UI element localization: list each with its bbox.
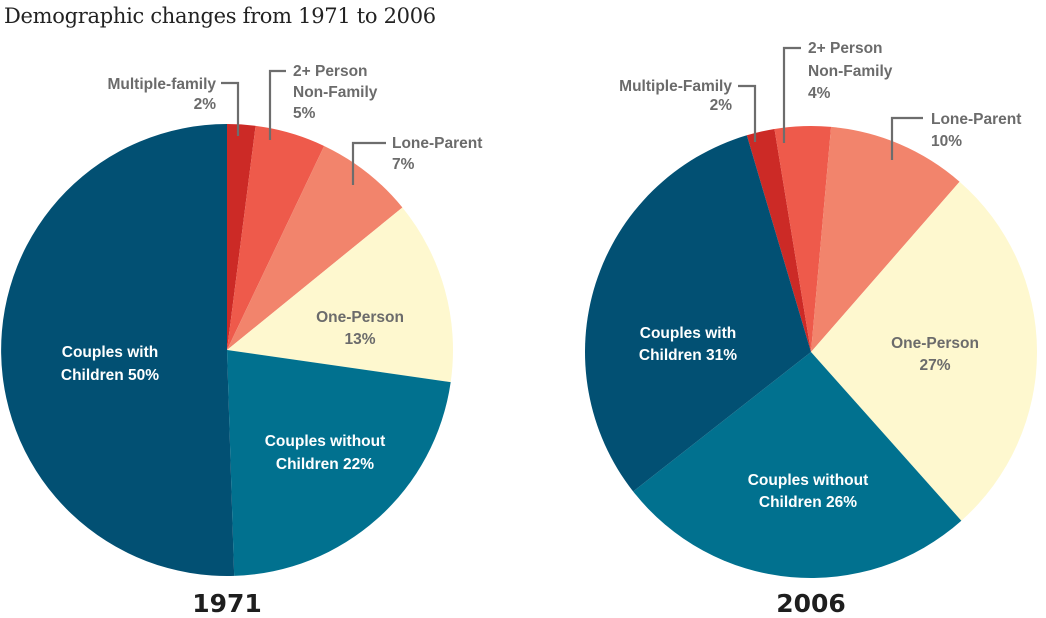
data-label-two-person: 2+ Person (808, 40, 883, 57)
data-label-two-person: 5% (293, 105, 316, 122)
pie-slice-couples-without (633, 352, 962, 579)
chart-title: Demographic changes from 1971 to 2006 (4, 4, 436, 28)
data-label-lone-parent: 10% (931, 133, 962, 150)
data-label-two-person: 2+ Person (293, 63, 368, 80)
data-label-lone-parent: 7% (392, 156, 415, 173)
pie-year-label: 2006 (776, 589, 846, 618)
data-label-two-person: Non-Family (293, 84, 378, 101)
pie-2006: Multiple-Family 2% 2+ Person Non-Family 4% Lo… (584, 40, 1038, 618)
data-label-multiple-family: Multiple-family (107, 76, 216, 93)
data-label-couples-without: Couples without (748, 472, 869, 489)
pie-slice-one-person (811, 181, 1038, 521)
data-label-one-person: 13% (344, 331, 375, 348)
leader-line-two-person (268, 69, 286, 140)
leader-line-lone-parent (890, 116, 923, 160)
pie-year-label: 1971 (192, 589, 262, 618)
data-label-lone-parent: Lone-Parent (931, 111, 1021, 128)
pie-slice-couples-without (227, 350, 451, 576)
leader-line-two-person (782, 46, 801, 143)
leader-line-multiple-family (738, 84, 757, 142)
data-label-one-person: One-Person (316, 309, 404, 326)
data-label-multiple-family: Multiple-Family (619, 78, 732, 95)
data-label-couples-without: Children 22% (276, 456, 374, 473)
leader-line-multiple-family (221, 81, 240, 136)
data-label-one-person: One-Person (891, 335, 979, 352)
pie-slice-multiple-family (746, 128, 811, 352)
data-label-multiple-family: 2% (194, 96, 217, 113)
pie-slice-lone-parent (811, 126, 960, 352)
pie-slice-lone-parent (227, 145, 403, 350)
data-label-two-person: Non-Family (808, 63, 893, 80)
pie-slice-two-person (774, 125, 832, 352)
data-label-couples-with: Couples with (62, 344, 158, 361)
data-label-multiple-family: 2% (710, 97, 733, 114)
leader-line-lone-parent (351, 141, 386, 185)
pie-1971: Multiple-family 2% 2+ Person Non-Family 5% Lo… (1, 63, 482, 618)
pie-slice-multiple-family (227, 124, 256, 350)
pie-slice-couples-with (584, 135, 811, 492)
data-label-couples-with: Couples with (640, 325, 736, 342)
pie-slice-one-person (227, 207, 453, 383)
pie-slice-couples-with (1, 124, 235, 576)
data-label-couples-without: Children 26% (759, 494, 857, 511)
pie-slice-two-person (227, 125, 325, 350)
data-label-couples-with: Children 50% (61, 367, 159, 384)
data-label-two-person: 4% (808, 85, 831, 102)
data-label-one-person: 27% (919, 357, 950, 374)
data-label-couples-without: Couples without (265, 433, 386, 450)
data-label-couples-with: Children 31% (639, 347, 737, 364)
data-label-lone-parent: Lone-Parent (392, 135, 482, 152)
